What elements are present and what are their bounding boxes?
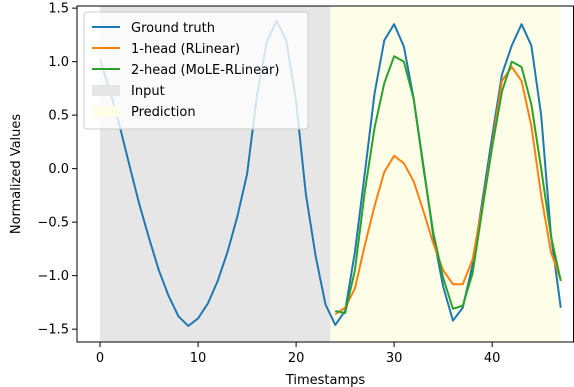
y-axis-title: Normalized Values xyxy=(9,114,24,235)
y-tick-label: −1.0 xyxy=(37,269,69,284)
x-tick-label: 20 xyxy=(288,351,305,366)
x-axis-ticks: 0 10 20 30 40 xyxy=(96,342,501,366)
legend-entry-1-head-rlinear: 1-head (RLinear) xyxy=(131,42,240,57)
series-lines xyxy=(99,19,562,327)
series-line-3 xyxy=(335,55,562,315)
legend-entry-2-head-mole-rlinear: 2-head (MoLE-RLinear) xyxy=(131,63,279,78)
legend-swatch-input xyxy=(92,85,120,96)
legend[interactable]: Ground truth 1-head (RLinear) 2-head (MoLE… xyxy=(83,11,309,130)
legend-entry-ground-truth: Ground truth xyxy=(131,21,215,36)
y-tick-label: −0.5 xyxy=(37,216,69,231)
y-tick-label: 0.0 xyxy=(48,162,69,177)
y-axis-ticks: −1.5 −1.0 −0.5 0.0 0.5 1.0 1.5 xyxy=(37,2,77,338)
y-tick-label: 1.5 xyxy=(48,2,69,17)
legend-entry-prediction: Prediction xyxy=(131,105,196,120)
y-tick-label: 0.5 xyxy=(48,109,69,124)
x-tick-label: 30 xyxy=(386,351,403,366)
y-tick-label: −1.5 xyxy=(37,323,69,338)
legend-swatch-prediction xyxy=(92,106,120,117)
x-axis-title: Timestamps xyxy=(285,373,366,387)
y-tick-label: 1.0 xyxy=(48,55,69,70)
legend-box xyxy=(83,11,309,130)
x-tick-label: 40 xyxy=(484,351,501,366)
x-tick-label: 10 xyxy=(190,351,207,366)
x-tick-label: 0 xyxy=(96,351,104,366)
legend-entry-input: Input xyxy=(131,84,165,99)
series-line-2 xyxy=(334,65,562,316)
